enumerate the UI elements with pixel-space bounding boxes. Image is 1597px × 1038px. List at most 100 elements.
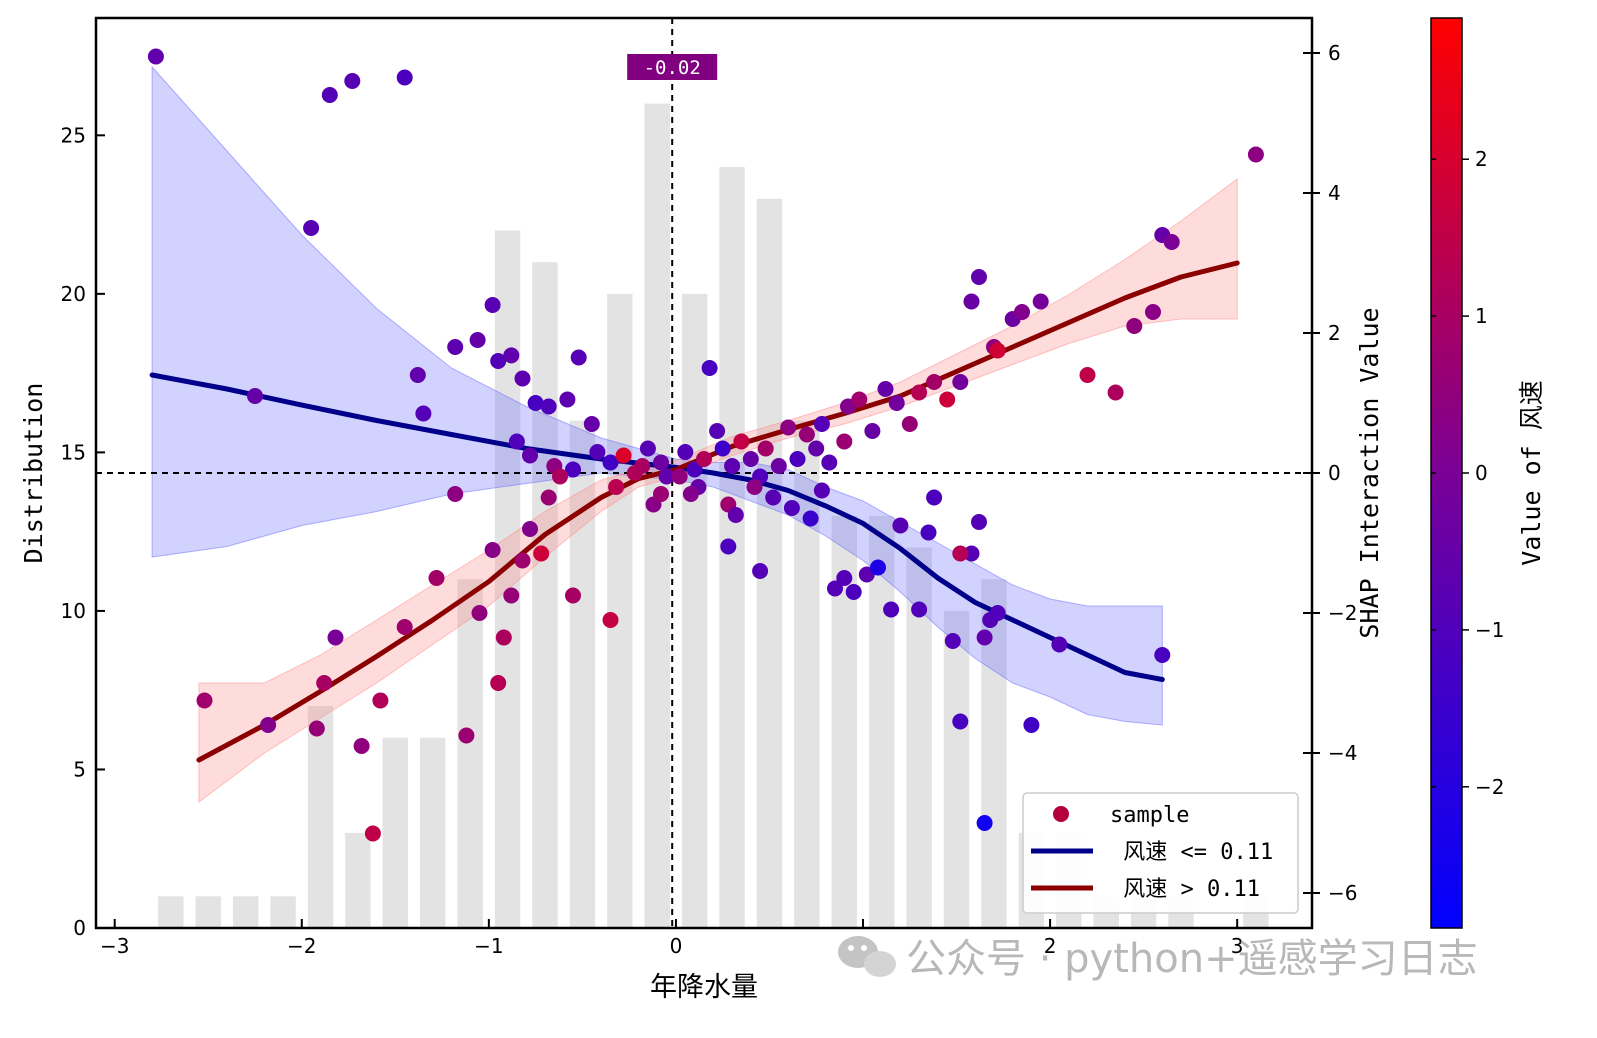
scatter-point	[1051, 636, 1068, 653]
y-right-tick-label: 6	[1328, 41, 1341, 65]
y-left-tick-label: 15	[61, 440, 86, 464]
scatter-point	[883, 601, 900, 618]
x-tick-label: 3	[1231, 934, 1244, 958]
histogram-bar	[158, 896, 184, 928]
x-tick-label: 2	[1044, 934, 1057, 958]
scatter-point	[976, 629, 993, 646]
scatter-point	[409, 367, 426, 383]
scatter-point	[321, 87, 338, 103]
scatter-point	[415, 405, 432, 422]
scatter-point	[514, 370, 531, 387]
scatter-point	[533, 545, 550, 562]
scatter-point	[911, 384, 928, 401]
scatter-point	[1032, 293, 1049, 310]
scatter-point	[308, 720, 325, 737]
histogram-bar	[532, 262, 558, 928]
scatter-point	[845, 584, 862, 600]
scatter-point	[1126, 318, 1143, 334]
scatter-point	[851, 391, 868, 408]
scatter-point	[344, 73, 361, 89]
scatter-point	[714, 440, 731, 457]
scatter-point	[877, 381, 894, 397]
scatter-point	[303, 220, 320, 236]
scatter-point	[783, 500, 800, 516]
x-tick-label: −3	[100, 934, 129, 958]
scatter-point	[798, 426, 815, 443]
scatter-point	[780, 419, 797, 436]
scatter-point	[602, 454, 619, 471]
scatter-point	[971, 269, 987, 285]
scatter-point	[458, 727, 475, 744]
scatter-point	[327, 629, 344, 646]
legend-high-wind-label: 风速 > 0.11	[1110, 877, 1260, 902]
scatter-point	[742, 451, 759, 467]
scatter-point	[682, 486, 699, 502]
scatter-point	[727, 507, 744, 523]
histogram-bar	[681, 293, 708, 929]
scatter-point	[396, 69, 413, 86]
scatter-point	[653, 454, 669, 471]
scatter-point	[870, 559, 886, 576]
y-right-tick-label: −4	[1328, 741, 1357, 765]
scatter-point	[508, 433, 525, 450]
scatter-point	[447, 339, 464, 355]
scatter-point	[469, 332, 486, 348]
scatter-point	[565, 461, 581, 478]
x-tick-label: −1	[474, 934, 503, 958]
scatter-point	[372, 692, 389, 709]
y-right-tick-label: −2	[1328, 601, 1357, 625]
scatter-point	[813, 416, 830, 432]
scatter-point	[1163, 234, 1180, 250]
histogram-bar	[644, 103, 670, 929]
scatter-point	[989, 605, 1006, 621]
scatter-point	[583, 416, 600, 432]
y-right-tick-label: 4	[1328, 181, 1341, 205]
scatter-point	[802, 510, 819, 527]
colorbar	[1430, 17, 1463, 929]
scatter-points	[147, 48, 1264, 842]
scatter-point	[540, 398, 557, 415]
scatter-point	[926, 374, 943, 390]
scatter-point	[952, 713, 969, 730]
trend-line-0	[149, 372, 1165, 682]
scatter-point	[658, 468, 675, 485]
scatter-point	[316, 675, 333, 691]
histogram-bar	[232, 896, 259, 928]
scatter-point	[770, 458, 787, 474]
histogram-bar	[307, 706, 334, 928]
scatter-point	[976, 815, 993, 831]
scatter-point	[364, 825, 381, 842]
scatter-point	[888, 395, 905, 411]
scatter-point	[939, 391, 956, 408]
scatter-point	[1014, 304, 1030, 320]
scatter-point	[952, 545, 969, 562]
scatter-point	[746, 479, 763, 495]
histogram-bar	[195, 896, 221, 928]
y-left-tick-label: 20	[61, 282, 86, 306]
scatter-point	[971, 514, 987, 530]
scatter-point	[813, 482, 830, 499]
y-left-tick-label: 5	[73, 757, 86, 781]
scatter-point	[503, 587, 520, 604]
colorbar-tick-label: 2	[1475, 147, 1488, 171]
scatter-point	[836, 433, 853, 450]
legend-sample-label: sample	[1110, 803, 1189, 828]
scatter-point	[196, 692, 213, 709]
x-tick-label: −2	[287, 934, 316, 958]
histogram-bars	[158, 103, 1269, 929]
colorbar-tick-label: 1	[1475, 304, 1488, 328]
scatter-point	[864, 423, 881, 439]
scatter-point	[808, 440, 825, 457]
scatter-point	[471, 605, 488, 621]
scatter-point	[447, 486, 464, 502]
scatter-point	[540, 489, 557, 506]
scatter-point	[836, 570, 853, 586]
histogram-bar	[345, 832, 371, 928]
y-axis-right-label: SHAP Interaction Value	[1355, 307, 1384, 638]
scatter-point	[1154, 647, 1171, 663]
scatter-point	[527, 395, 544, 411]
watermark: 公众号 · python+遥感学习日志	[838, 936, 1478, 982]
scatter-point	[559, 391, 576, 408]
scatter-point	[757, 440, 774, 457]
